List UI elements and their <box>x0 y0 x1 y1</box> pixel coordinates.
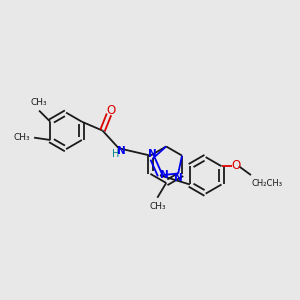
Text: N: N <box>148 149 157 159</box>
Text: N: N <box>174 173 183 183</box>
Text: CH₂CH₃: CH₂CH₃ <box>251 179 283 188</box>
Text: O: O <box>106 104 116 117</box>
Text: CH₃: CH₃ <box>14 133 31 142</box>
Text: O: O <box>231 159 240 172</box>
Text: N: N <box>160 170 169 180</box>
Text: N: N <box>117 146 126 156</box>
Text: CH₃: CH₃ <box>30 98 47 107</box>
Text: CH₃: CH₃ <box>150 202 166 211</box>
Text: H: H <box>112 148 119 158</box>
